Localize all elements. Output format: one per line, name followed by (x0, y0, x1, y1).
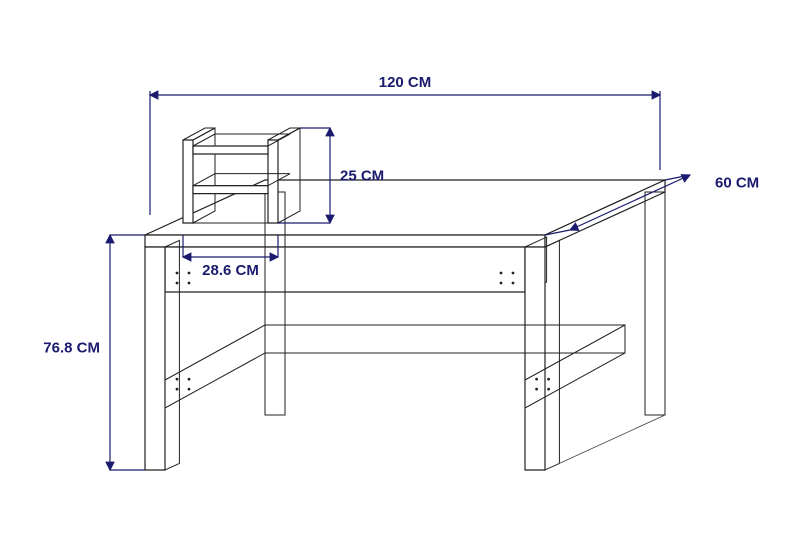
desk-dimension-drawing: 120 CM 60 CM 76.8 CM 25 CM 28.6 CM (0, 0, 800, 533)
dim-shelf-width-label: 28.6 CM (202, 262, 259, 279)
dim-shelf-height-label: 25 CM (340, 168, 384, 185)
dim-height-label: 76.8 CM (43, 340, 100, 357)
dim-width-label: 120 CM (379, 74, 432, 91)
dim-depth-label: 60 CM (715, 175, 759, 192)
